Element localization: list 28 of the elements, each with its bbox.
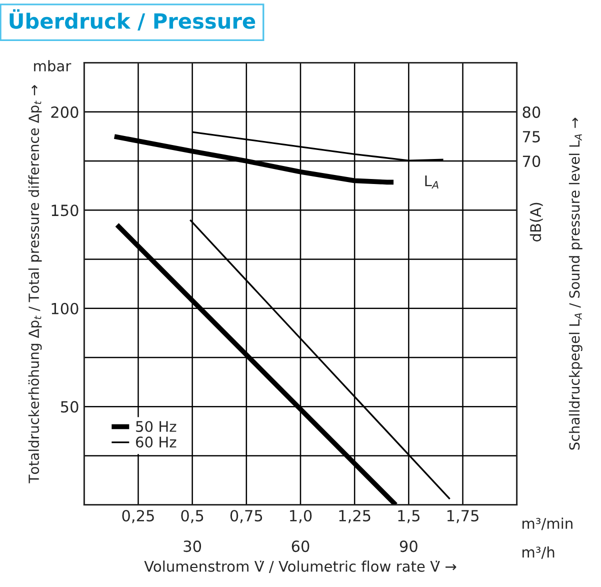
x-tick-label: 0,75 xyxy=(230,510,262,524)
text: m³/h xyxy=(522,546,554,559)
y-tick-label: 200 xyxy=(51,106,78,118)
y-tick-label: 50 xyxy=(61,401,78,413)
x-tick-label: 0,25 xyxy=(122,510,154,524)
x-tick-label: 0,5 xyxy=(181,510,204,524)
x2-tick-label: 90 xyxy=(400,540,418,552)
y2-axis-title: Schalldruckpegel L$_{A}$ / Sound pressure level L$_{A}$ → xyxy=(568,118,582,450)
y-axis-title: Totaldruckerhöhung Δp$_{t}$ / Total pressure difference Δp$_{t}$ → xyxy=(28,85,42,484)
y2-tick-label: 75 xyxy=(522,131,540,142)
y-tick-label: 100 xyxy=(52,302,78,314)
text: dB(A) xyxy=(530,202,543,242)
x-tick-label: 1,75 xyxy=(447,510,478,524)
x-axis-title: Volumenstrom V̇ / Volumetric flow rate V̇ → xyxy=(144,560,456,574)
x-tick-label: 1,25 xyxy=(339,510,370,524)
y2-tick-label: 70 xyxy=(522,156,540,168)
x2-tick-label: 30 xyxy=(184,540,202,552)
x2-tick-label: 60 xyxy=(292,540,310,552)
x-tick-label: 1,0 xyxy=(290,510,312,524)
y2-tick-label: 80 xyxy=(522,106,540,118)
text: mbar xyxy=(34,60,72,72)
text: m³/min xyxy=(522,518,572,530)
chart-title: Überdruck / Pressure xyxy=(10,9,256,31)
x-tick-label: 1,5 xyxy=(398,510,420,524)
annotation: L$_{A}$ xyxy=(425,176,438,189)
legend-label: 60 Hz xyxy=(136,436,176,448)
y-tick-label: 150 xyxy=(52,204,78,216)
legend-label: 50 Hz xyxy=(136,420,176,432)
